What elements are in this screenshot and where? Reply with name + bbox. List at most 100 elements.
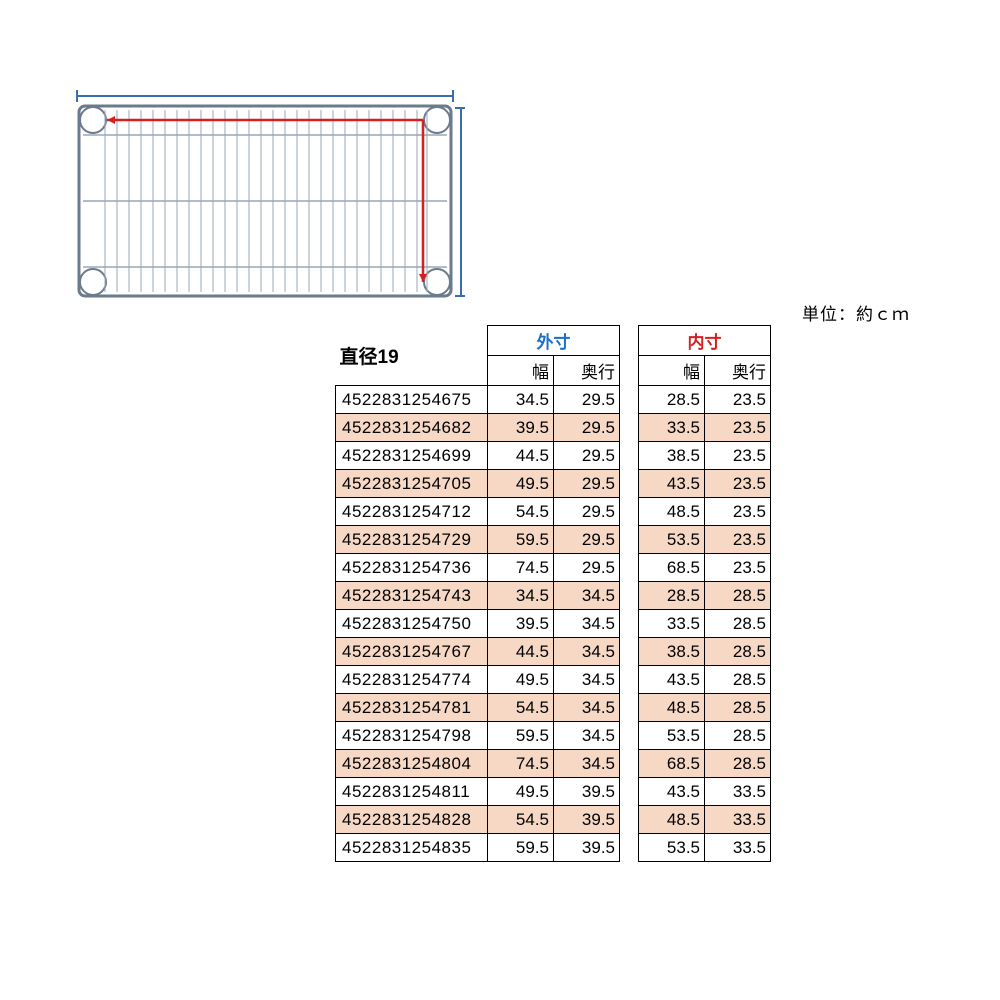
cell-inner-width: 43.5 bbox=[639, 778, 705, 806]
separator-col bbox=[620, 326, 639, 386]
separator-col bbox=[620, 526, 639, 554]
cell-inner-width: 68.5 bbox=[639, 554, 705, 582]
cell-outer-width: 39.5 bbox=[488, 414, 554, 442]
cell-outer-depth: 34.5 bbox=[554, 666, 620, 694]
cell-outer-depth: 29.5 bbox=[554, 414, 620, 442]
cell-id: 4522831254804 bbox=[336, 750, 488, 778]
cell-outer-depth: 34.5 bbox=[554, 582, 620, 610]
cell-inner-width: 53.5 bbox=[639, 722, 705, 750]
table-row: 452283125477449.534.543.528.5 bbox=[336, 666, 771, 694]
header-inner-depth: 奥行 bbox=[705, 356, 771, 386]
table-row: 452283125472959.529.553.523.5 bbox=[336, 526, 771, 554]
cell-outer-width: 39.5 bbox=[488, 610, 554, 638]
cell-outer-width: 34.5 bbox=[488, 386, 554, 414]
cell-inner-depth: 23.5 bbox=[705, 554, 771, 582]
cell-outer-depth: 34.5 bbox=[554, 722, 620, 750]
cell-outer-depth: 39.5 bbox=[554, 806, 620, 834]
cell-outer-width: 49.5 bbox=[488, 666, 554, 694]
cell-id: 4522831254781 bbox=[336, 694, 488, 722]
cell-inner-width: 48.5 bbox=[639, 806, 705, 834]
cell-inner-depth: 23.5 bbox=[705, 386, 771, 414]
cell-outer-width: 59.5 bbox=[488, 834, 554, 862]
table-row: 452283125482854.539.548.533.5 bbox=[336, 806, 771, 834]
cell-outer-width: 74.5 bbox=[488, 554, 554, 582]
table-body: 452283125467534.529.528.523.545228312546… bbox=[336, 386, 771, 862]
cell-outer-width: 59.5 bbox=[488, 722, 554, 750]
cell-inner-width: 28.5 bbox=[639, 582, 705, 610]
cell-outer-depth: 39.5 bbox=[554, 834, 620, 862]
cell-inner-width: 28.5 bbox=[639, 386, 705, 414]
cell-inner-width: 48.5 bbox=[639, 694, 705, 722]
cell-outer-width: 44.5 bbox=[488, 442, 554, 470]
cell-inner-depth: 23.5 bbox=[705, 470, 771, 498]
separator-col bbox=[620, 694, 639, 722]
cell-inner-depth: 28.5 bbox=[705, 722, 771, 750]
unit-label: 単位：約ｃｍ bbox=[802, 300, 910, 325]
cell-inner-depth: 33.5 bbox=[705, 778, 771, 806]
table-row: 452283125475039.534.533.528.5 bbox=[336, 610, 771, 638]
cell-inner-width: 68.5 bbox=[639, 750, 705, 778]
table-row: 452283125467534.529.5 28.523.5 bbox=[336, 386, 771, 414]
cell-inner-depth: 28.5 bbox=[705, 750, 771, 778]
separator-col bbox=[620, 386, 639, 414]
cell-outer-width: 74.5 bbox=[488, 750, 554, 778]
header-outer-width: 幅 bbox=[488, 356, 554, 386]
separator-col bbox=[620, 666, 639, 694]
cell-inner-width: 33.5 bbox=[639, 414, 705, 442]
cell-id: 4522831254828 bbox=[336, 806, 488, 834]
cell-id: 4522831254675 bbox=[336, 386, 488, 414]
cell-inner-width: 53.5 bbox=[639, 834, 705, 862]
cell-outer-width: 54.5 bbox=[488, 498, 554, 526]
dimension-table: 直径19 外寸 内寸 幅 奥行 幅 奥行 452283125467534.529… bbox=[335, 325, 771, 862]
cell-inner-depth: 28.5 bbox=[705, 582, 771, 610]
table-row: 452283125471254.529.548.523.5 bbox=[336, 498, 771, 526]
cell-id: 4522831254705 bbox=[336, 470, 488, 498]
separator-col bbox=[620, 498, 639, 526]
header-inner: 内寸 bbox=[639, 326, 771, 356]
cell-id: 4522831254835 bbox=[336, 834, 488, 862]
separator-col bbox=[620, 582, 639, 610]
table-row: 452283125480474.534.568.528.5 bbox=[336, 750, 771, 778]
cell-inner-depth: 23.5 bbox=[705, 442, 771, 470]
separator-col bbox=[620, 750, 639, 778]
cell-outer-depth: 34.5 bbox=[554, 638, 620, 666]
separator-col bbox=[620, 778, 639, 806]
table-row: 452283125479859.534.5 53.528.5 bbox=[336, 722, 771, 750]
cell-id: 4522831254750 bbox=[336, 610, 488, 638]
cell-inner-depth: 28.5 bbox=[705, 638, 771, 666]
cell-outer-depth: 39.5 bbox=[554, 778, 620, 806]
cell-inner-depth: 23.5 bbox=[705, 414, 771, 442]
cell-inner-depth: 23.5 bbox=[705, 498, 771, 526]
cell-id: 4522831254798 bbox=[336, 722, 488, 750]
separator-col bbox=[620, 722, 639, 750]
separator-col bbox=[620, 834, 639, 862]
cell-id: 4522831254712 bbox=[336, 498, 488, 526]
cell-outer-depth: 34.5 bbox=[554, 694, 620, 722]
cell-inner-depth: 28.5 bbox=[705, 610, 771, 638]
cell-outer-width: 49.5 bbox=[488, 470, 554, 498]
cell-inner-depth: 28.5 bbox=[705, 666, 771, 694]
header-outer-depth: 奥行 bbox=[554, 356, 620, 386]
cell-id: 4522831254767 bbox=[336, 638, 488, 666]
table-row: 452283125468239.529.533.523.5 bbox=[336, 414, 771, 442]
cell-outer-width: 54.5 bbox=[488, 806, 554, 834]
cell-inner-width: 38.5 bbox=[639, 442, 705, 470]
cell-id: 4522831254743 bbox=[336, 582, 488, 610]
separator-col bbox=[620, 554, 639, 582]
table-row: 452283125476744.534.538.528.5 bbox=[336, 638, 771, 666]
cell-outer-width: 54.5 bbox=[488, 694, 554, 722]
separator-col bbox=[620, 442, 639, 470]
cell-inner-width: 33.5 bbox=[639, 610, 705, 638]
cell-outer-width: 49.5 bbox=[488, 778, 554, 806]
cell-id: 4522831254729 bbox=[336, 526, 488, 554]
table-row: 452283125478154.534.5 48.528.5 bbox=[336, 694, 771, 722]
table-row: 452283125469944.529.538.523.5 bbox=[336, 442, 771, 470]
table-row: 452283125474334.534.528.528.5 bbox=[336, 582, 771, 610]
header-inner-width: 幅 bbox=[639, 356, 705, 386]
table-title: 直径19 bbox=[336, 326, 488, 386]
cell-outer-depth: 29.5 bbox=[554, 386, 620, 414]
cell-outer-depth: 29.5 bbox=[554, 470, 620, 498]
cell-inner-depth: 28.5 bbox=[705, 694, 771, 722]
cell-inner-width: 53.5 bbox=[639, 526, 705, 554]
table-row: 452283125473674.529.568.523.5 bbox=[336, 554, 771, 582]
